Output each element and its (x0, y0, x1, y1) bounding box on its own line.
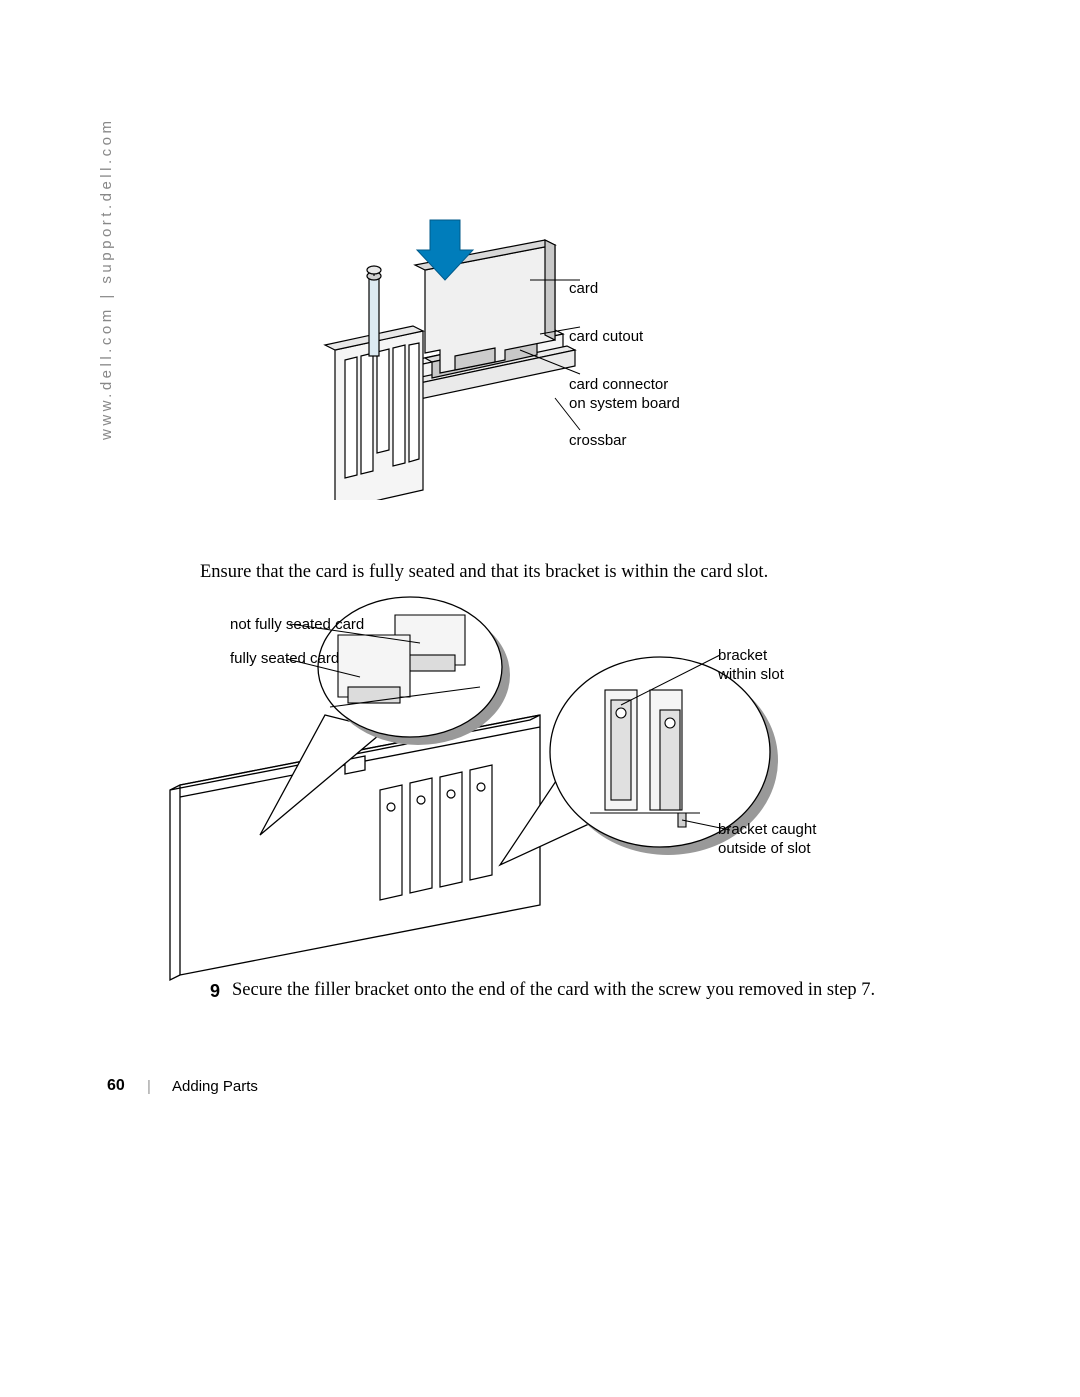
fig2-label-bracketwithin1: bracket (718, 646, 767, 666)
footer-sep: | (147, 1078, 151, 1095)
caption-1: Ensure that the card is fully seated and… (200, 562, 768, 583)
fig2-label-bracketwithin2: within slot (718, 665, 784, 685)
fig1-label-connector2: on system board (569, 394, 680, 414)
fig1-label-crossbar: crossbar (569, 431, 627, 451)
fig1-label-connector1: card connector (569, 375, 668, 395)
fig1-label-card: card (569, 279, 598, 299)
fig2-label-notfully: not fully seated card (230, 615, 364, 635)
fig2-label-bracketcaught1: bracket caught (718, 820, 816, 840)
footer-page: 60 (107, 1077, 125, 1095)
fig1-label-cutout: card cutout (569, 327, 643, 347)
sidebar-url: www.dell.com | support.dell.com (98, 118, 115, 440)
fig2-label-bracketcaught2: outside of slot (718, 839, 811, 859)
step-number: 9 (210, 981, 220, 1002)
figure-1 (305, 200, 735, 500)
footer-section: Adding Parts (172, 1078, 258, 1095)
fig2-label-fully: fully seated card (230, 649, 339, 669)
page-root: www.dell.com | support.dell.com (0, 0, 1080, 1397)
step-text: Secure the filler bracket onto the end o… (232, 980, 875, 1001)
